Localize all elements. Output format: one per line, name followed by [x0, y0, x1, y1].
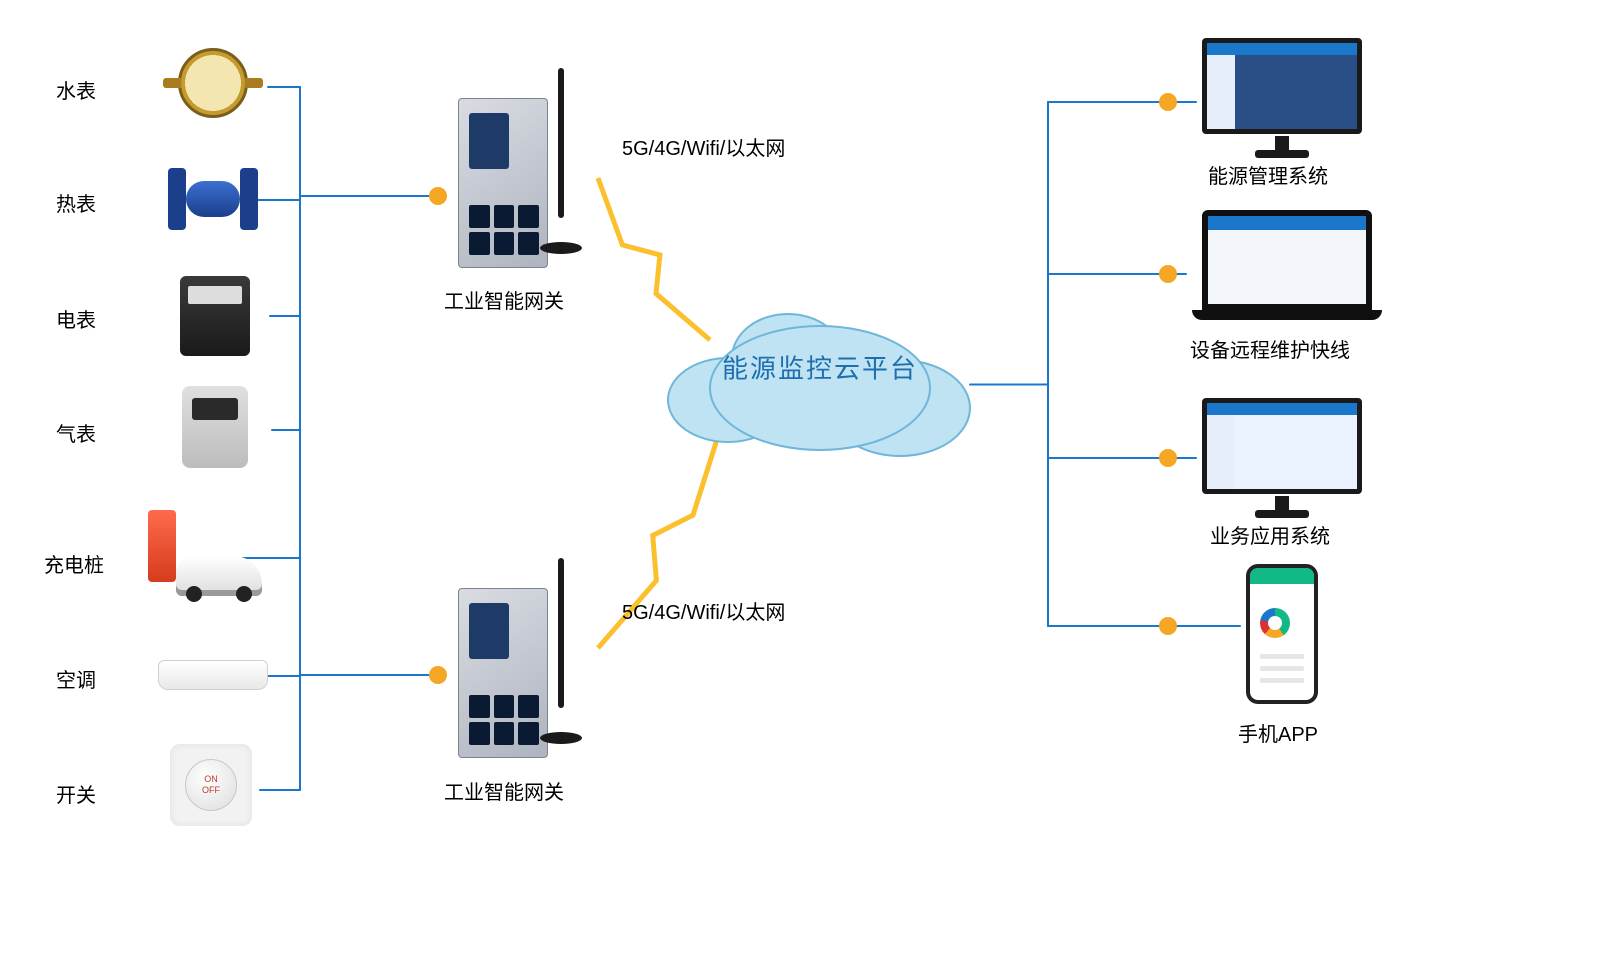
- gas-meter-icon: [182, 386, 248, 468]
- label-biz: 业务应用系统: [1210, 520, 1330, 549]
- label-water: 水表: [56, 75, 96, 104]
- biz-monitor-icon: [1202, 398, 1362, 518]
- connector-node: [1159, 265, 1177, 283]
- ac-unit-icon: [158, 660, 268, 690]
- label-gateway-bottom: 工业智能网关: [444, 776, 564, 805]
- cloud-label: 能源监控云平台: [722, 349, 918, 386]
- heat-meter-icon: [168, 168, 258, 230]
- switch-icon: ONOFF: [170, 744, 252, 826]
- label-elec: 电表: [56, 304, 96, 333]
- ems-monitor-icon: [1202, 38, 1362, 158]
- connector-node: [1159, 449, 1177, 467]
- phone-app-icon: [1246, 564, 1318, 704]
- label-ac: 空调: [56, 664, 96, 693]
- label-charger: 充电桩: [44, 549, 104, 578]
- gateway-top-icon: [458, 98, 548, 268]
- gateway-bottom-icon: [458, 588, 548, 758]
- label-remote: 设备远程维护快线: [1190, 334, 1350, 363]
- cloud-platform: 能源监控云平台: [650, 280, 990, 470]
- switch-on-text: ON: [204, 774, 218, 785]
- label-app: 手机APP: [1238, 718, 1318, 747]
- connector-node: [1159, 617, 1177, 635]
- label-gateway-top: 工业智能网关: [444, 285, 564, 314]
- switch-off-text: OFF: [202, 785, 220, 796]
- label-heat: 热表: [56, 188, 96, 217]
- ev-charger-icon: [142, 510, 262, 600]
- label-ems: 能源管理系统: [1208, 160, 1328, 189]
- label-link-bottom: 5G/4G/Wifi/以太网: [622, 596, 785, 625]
- remote-laptop-icon: [1192, 210, 1382, 330]
- label-switch: 开关: [56, 779, 96, 808]
- electric-meter-icon: [180, 276, 250, 356]
- water-meter-icon: [178, 48, 248, 118]
- label-link-top: 5G/4G/Wifi/以太网: [622, 132, 785, 161]
- label-gas: 气表: [56, 418, 96, 447]
- connector-node: [1159, 93, 1177, 111]
- connector-node: [429, 666, 447, 684]
- connector-node: [429, 187, 447, 205]
